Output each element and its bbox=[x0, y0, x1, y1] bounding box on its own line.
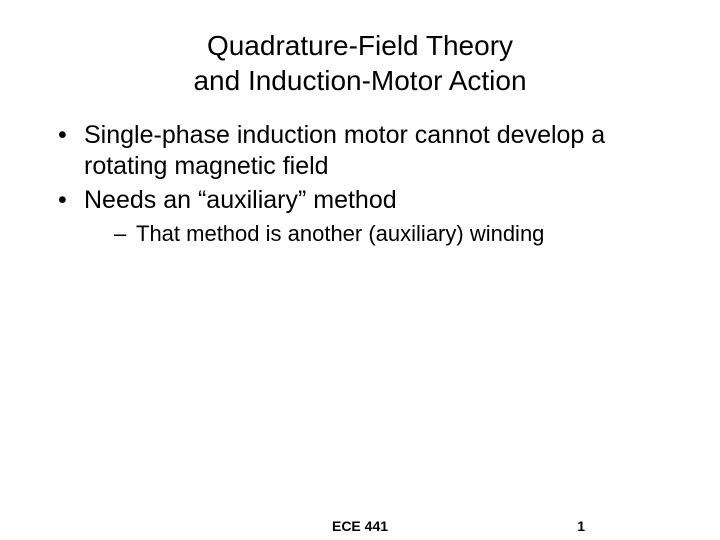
sub-bullet-item: That method is another (auxiliary) windi… bbox=[114, 220, 680, 248]
bullet-list: Single-phase induction motor cannot deve… bbox=[40, 120, 680, 247]
sub-bullet-text: That method is another (auxiliary) windi… bbox=[136, 221, 544, 246]
footer-page-number: 1 bbox=[577, 518, 585, 534]
bullet-text: Single-phase induction motor cannot deve… bbox=[84, 121, 605, 180]
slide-title: Quadrature-Field Theory and Induction-Mo… bbox=[40, 28, 680, 98]
bullet-text: Needs an “auxiliary” method bbox=[84, 186, 397, 214]
bullet-item: Single-phase induction motor cannot deve… bbox=[58, 120, 680, 181]
slide: Quadrature-Field Theory and Induction-Mo… bbox=[0, 0, 720, 540]
title-line-2: and Induction-Motor Action bbox=[193, 65, 526, 96]
bullet-item: Needs an “auxiliary” method That method … bbox=[58, 185, 680, 247]
sub-bullet-list: That method is another (auxiliary) windi… bbox=[84, 220, 680, 248]
footer-course: ECE 441 bbox=[332, 518, 388, 534]
title-line-1: Quadrature-Field Theory bbox=[207, 30, 513, 61]
